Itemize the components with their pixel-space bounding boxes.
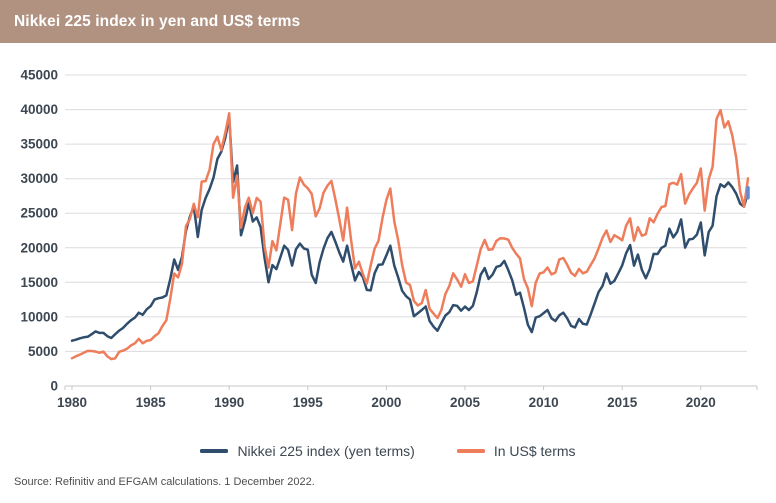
legend-item-usd: In US$ terms	[456, 443, 576, 459]
svg-text:25000: 25000	[20, 206, 58, 221]
svg-text:20000: 20000	[20, 240, 58, 255]
chart-title-bar: Nikkei 225 index in yen and US$ terms	[0, 0, 776, 43]
usd-line-swatch-icon	[456, 449, 485, 453]
yen-line-swatch-icon	[200, 449, 229, 453]
svg-text:1980: 1980	[57, 395, 87, 410]
source-note: Source: Refinitiv and EFGAM calculations…	[14, 476, 315, 488]
svg-text:2005: 2005	[450, 395, 481, 410]
svg-text:45000: 45000	[20, 68, 58, 83]
svg-text:2000: 2000	[371, 395, 401, 410]
chart-title: Nikkei 225 index in yen and US$ terms	[14, 12, 301, 30]
svg-text:35000: 35000	[20, 137, 58, 152]
svg-text:0: 0	[50, 379, 58, 394]
legend-label-yen: Nikkei 225 index (yen terms)	[237, 443, 415, 459]
svg-text:1990: 1990	[214, 395, 244, 410]
svg-text:1985: 1985	[136, 395, 167, 410]
legend-item-yen: Nikkei 225 index (yen terms)	[200, 443, 415, 459]
svg-text:40000: 40000	[20, 102, 58, 117]
svg-text:2010: 2010	[529, 395, 559, 410]
svg-text:1995: 1995	[293, 395, 324, 410]
svg-text:2015: 2015	[607, 395, 638, 410]
svg-text:30000: 30000	[20, 171, 58, 186]
legend-label-usd: In US$ terms	[493, 443, 576, 459]
svg-text:10000: 10000	[20, 309, 58, 324]
svg-text:2020: 2020	[686, 395, 716, 410]
svg-text:5000: 5000	[28, 344, 58, 359]
chart-legend: Nikkei 225 index (yen terms) In US$ term…	[0, 443, 776, 459]
svg-text:15000: 15000	[20, 275, 58, 290]
